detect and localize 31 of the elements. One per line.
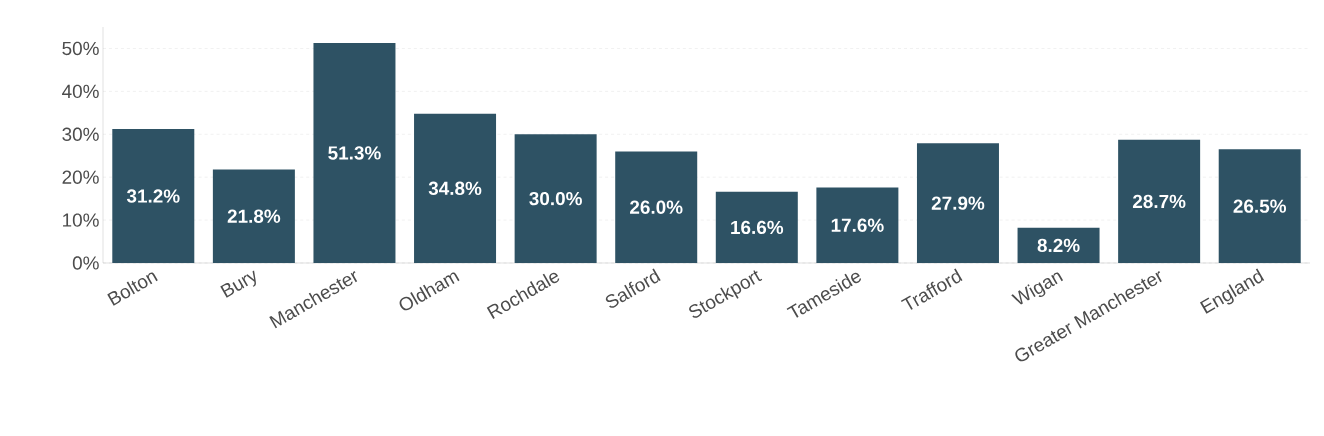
bar	[1218, 149, 1301, 263]
data-label: 21.8%	[227, 209, 281, 223]
data-label: 31.2%	[126, 189, 180, 203]
y-tick-label: 40%	[62, 84, 99, 99]
data-label: 17.6%	[831, 218, 884, 232]
y-tick-label: 20%	[62, 170, 99, 184]
data-label: 30.0%	[529, 191, 582, 206]
bar	[816, 187, 899, 263]
y-tick-label: 0%	[72, 256, 99, 270]
x-tick-label: Bury	[220, 270, 256, 298]
data-label: 51.3%	[328, 146, 381, 160]
bar	[1118, 139, 1201, 263]
bar	[615, 151, 698, 263]
y-tick-label: 10%	[63, 213, 99, 227]
bar	[313, 42, 396, 263]
bar	[1017, 227, 1100, 263]
data-label: 28.7%	[1132, 194, 1186, 209]
bar	[514, 134, 597, 263]
y-tick-label: 30%	[62, 127, 99, 141]
data-label: 34.8%	[428, 181, 482, 196]
data-label: 26.5%	[1233, 199, 1287, 213]
bar	[212, 169, 295, 263]
data-label: 8.2%	[1037, 238, 1080, 253]
bar	[715, 191, 798, 263]
data-label: 27.9%	[931, 196, 985, 210]
bar	[916, 143, 999, 263]
bar	[112, 129, 195, 263]
data-label: 16.6%	[731, 220, 784, 235]
y-tick-label: 50%	[62, 41, 99, 56]
bar	[414, 113, 497, 263]
data-label: 26.0%	[630, 200, 683, 214]
